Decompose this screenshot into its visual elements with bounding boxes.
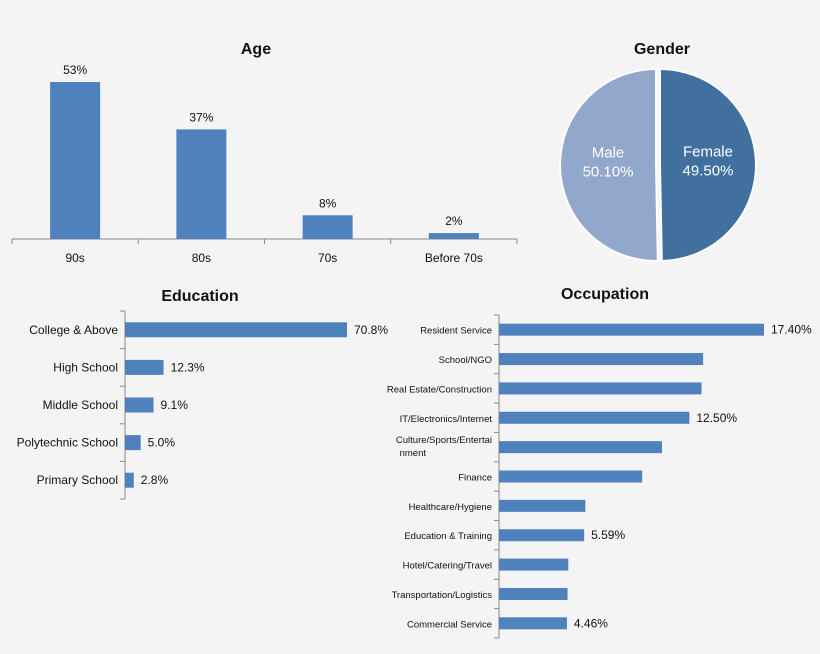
education-bar-high-school <box>125 359 164 375</box>
education-data-label: 5.0% <box>148 436 176 450</box>
education-tick-label: Polytechnic School <box>17 436 118 450</box>
occupation-tick-label: Finance <box>458 473 492 484</box>
age-bar-90s <box>50 82 101 239</box>
age-tick-label: 80s <box>192 251 211 265</box>
occupation-bar-culture-sports-entertainment <box>499 441 662 454</box>
education-bar-middle-school <box>125 397 154 413</box>
occupation-tick-label: Real Estate/Construction <box>387 384 492 395</box>
occupation-tick-label: School/NGO <box>439 355 492 366</box>
occupation-tick-label: Hotel/Catering/Travel <box>403 561 492 572</box>
age-chart-title: Age <box>241 41 271 58</box>
gender-slice-female <box>659 67 757 262</box>
occupation-data-label: 5.59% <box>591 528 625 542</box>
occupation-bar-it-electronics-internet <box>499 411 690 424</box>
education-tick-label: Middle School <box>43 398 118 412</box>
occupation-chart: Occupation Resident Service 17.40% School/… <box>387 286 812 639</box>
gender-chart: Gender Female 49.50% Male 50.10% <box>559 41 757 262</box>
education-data-label: 9.1% <box>161 398 189 412</box>
occupation-bar-resident-service <box>499 323 764 336</box>
age-bar-80s <box>176 129 227 239</box>
gender-slice-name: Female <box>683 144 733 161</box>
age-tick-label: Before 70s <box>425 251 483 265</box>
education-data-label: 70.8% <box>354 323 388 337</box>
gender-slice-value: 49.50% <box>683 163 734 180</box>
gender-slice-male <box>559 67 659 262</box>
education-bar-polytechnic-school <box>125 435 141 451</box>
occupation-tick-label: Commercial Service <box>407 619 492 630</box>
age-data-label: 8% <box>319 196 337 210</box>
age-tick-label: 70s <box>318 251 337 265</box>
occupation-bar-education-training <box>499 529 585 542</box>
age-data-label: 53% <box>63 63 87 77</box>
education-chart-title: Education <box>161 288 238 305</box>
occupation-tick-label: Education & Training <box>404 531 492 542</box>
occupation-chart-title: Occupation <box>561 286 649 303</box>
age-data-label: 37% <box>189 110 213 124</box>
education-bar-college-above <box>125 322 347 338</box>
education-bar-primary-school <box>125 472 134 488</box>
occupation-bar-school-ngo <box>499 353 704 366</box>
age-chart: Age 53% 90s 37% 80s 8% 70s 2% Before 70s <box>11 41 518 265</box>
occupation-tick-label: Transportation/Logistics <box>391 590 492 601</box>
age-tick-label: 90s <box>65 251 84 265</box>
occupation-tick-label: Resident Service <box>420 326 492 337</box>
occupation-data-label: 17.40% <box>771 323 812 337</box>
age-bar-70s <box>302 215 353 239</box>
gender-slice-name: Male <box>592 144 625 161</box>
occupation-data-label: 4.46% <box>574 616 608 630</box>
occupation-data-label: 12.50% <box>696 411 737 425</box>
education-data-label: 12.3% <box>171 360 205 374</box>
occupation-bar-real-estate-construction <box>499 382 702 395</box>
education-tick-label: High School <box>53 360 118 374</box>
gender-slice-value: 50.10% <box>583 163 634 180</box>
occupation-bar-commercial-service <box>499 617 567 630</box>
education-tick-label: Primary School <box>37 473 118 487</box>
occupation-tick-label: Culture/Sports/Entertai nment <box>396 435 492 459</box>
occupation-bar-finance <box>499 470 643 483</box>
occupation-bar-healthcare-hygiene <box>499 499 586 512</box>
gender-chart-title: Gender <box>634 41 690 58</box>
education-data-label: 2.8% <box>141 473 169 487</box>
occupation-bar-hotel-catering-travel <box>499 558 569 571</box>
age-data-label: 2% <box>445 214 463 228</box>
education-tick-label: College & Above <box>29 323 118 337</box>
occupation-bar-transportation-logistics <box>499 587 568 600</box>
occupation-tick-label: IT/Electronics/Internet <box>400 414 493 425</box>
education-chart: Education College & Above 70.8% High Schoo… <box>17 288 388 500</box>
age-bar-before-70s <box>428 233 479 239</box>
occupation-tick-label: Healthcare/Hygiene <box>409 502 492 513</box>
